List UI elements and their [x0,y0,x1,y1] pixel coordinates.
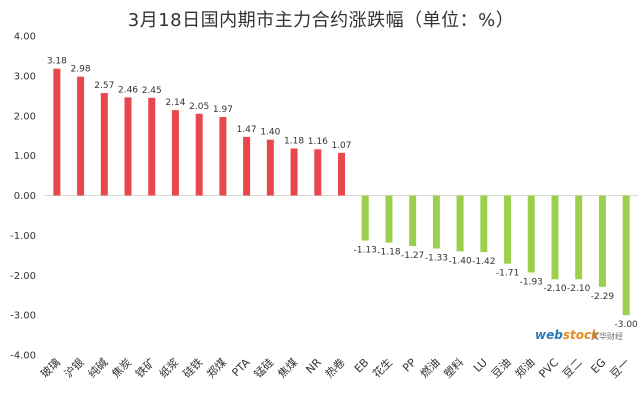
y-tick-label: -2.00 [10,271,36,282]
x-category-label: 豆一 [608,356,633,381]
y-axis-tick-labels: -4.00 -3.00 -2.00 -1.00 0.00 1.00 2.00 3.00 4.00 [10,32,36,362]
x-category-label: 豆二 [560,356,585,381]
y-tick-label: 3.00 [14,71,36,82]
x-category-label: 纯碱 [86,356,111,381]
value-label: 2.14 [165,98,185,108]
y-tick-label: 4.00 [14,32,36,43]
bar-玻璃 [53,68,61,196]
bar-纯碱 [100,93,108,196]
value-label: -2.10 [543,284,567,294]
x-category-label: 燃油 [417,355,442,380]
value-label: 2.46 [118,85,138,95]
bars-group [53,68,630,316]
x-category-label: EG [588,356,608,376]
bar-沪银 [77,76,85,196]
value-labels-group: 3.18 2.982.57 2.46 2.452.14 2.05 1.97 1.47 1.40… [47,57,638,330]
x-category-label: 郑油 [512,355,537,380]
x-category-label: PVC [536,356,561,381]
chart-title: 3月18日国内期市主力合约涨跌幅（单位：%） [127,10,515,31]
bar-郑油 [527,195,535,273]
value-label: -1.40 [448,256,472,266]
bar-NR [314,149,322,196]
x-category-label: 玻璃 [38,355,63,380]
bar-热卷 [338,152,345,196]
watermark-subtitle: 文华财经 [591,332,623,341]
y-tick-label: -3.00 [10,311,36,322]
value-label: -1.33 [425,254,448,264]
value-label: 1.47 [237,125,257,135]
bar-焦煤 [290,148,298,196]
bar-PVC [551,195,559,280]
value-label: 3.18 [47,57,67,67]
x-category-label: 纸浆 [156,355,181,380]
x-category-label: 热卷 [322,355,347,380]
bar-锰硅 [266,139,274,196]
x-category-label: 硅铁 [181,356,206,381]
bar-PTA [243,136,251,196]
value-label: -1.71 [496,269,519,279]
bar-豆二 [575,195,583,280]
x-category-label: 豆油 [488,355,513,380]
value-label: -2.10 [567,284,591,294]
value-label: -1.27 [401,251,424,261]
x-category-label: 花生 [370,355,395,380]
y-tick-label: -4.00 [10,351,36,362]
bar-纸浆 [171,110,179,196]
x-category-label: NR [303,356,324,377]
value-label: 1.18 [284,136,304,146]
value-label: -3.00 [614,320,638,330]
y-tick-label: 2.00 [14,111,36,122]
bar-EG [598,195,606,287]
bar-LU [480,195,488,253]
webstock-logo: webstock [535,328,600,342]
x-category-label: LU [471,356,490,375]
bar-燃油 [432,195,440,249]
bar-硅铁 [195,113,203,196]
bar-PP [409,195,417,247]
x-category-label: 焦煤 [275,356,300,381]
value-label: 2.98 [71,65,91,75]
x-category-label: 郑煤 [204,355,229,380]
value-label: 2.57 [94,81,114,91]
x-category-label: 焦炭 [109,356,134,381]
value-label: 1.16 [308,137,328,147]
value-label: 2.45 [142,86,162,96]
x-category-label: 铁矿 [133,356,158,381]
value-label: -1.13 [354,246,377,256]
y-tick-label: 1.00 [14,151,36,162]
bar-塑料 [456,195,464,252]
x-category-label: 沪银 [61,355,86,380]
x-category-label: PTA [229,356,253,380]
value-label: 2.05 [189,102,209,112]
bar-豆一 [622,195,630,316]
webstock-watermark: webstock 文华财经 [535,328,635,350]
value-label: -1.93 [520,277,543,287]
x-category-label: PP [400,356,419,375]
value-label: 1.97 [213,105,233,115]
value-label: -1.42 [472,257,495,267]
bar-铁矿 [148,97,156,196]
bar-豆油 [504,195,512,264]
bar-郑煤 [219,116,227,196]
bar-EB [361,195,369,241]
y-tick-label: 0.00 [14,191,36,202]
x-category-label: 塑料 [441,355,466,380]
value-label: -1.18 [377,248,401,258]
value-label: 1.07 [331,141,351,151]
x-category-label: 锰硅 [251,355,276,380]
x-category-label: EB [352,356,371,375]
y-tick-label: -1.00 [10,231,36,242]
value-label: -2.29 [591,292,615,302]
bar-花生 [385,195,393,243]
bar-焦炭 [124,97,132,196]
value-label: 1.40 [260,128,280,138]
